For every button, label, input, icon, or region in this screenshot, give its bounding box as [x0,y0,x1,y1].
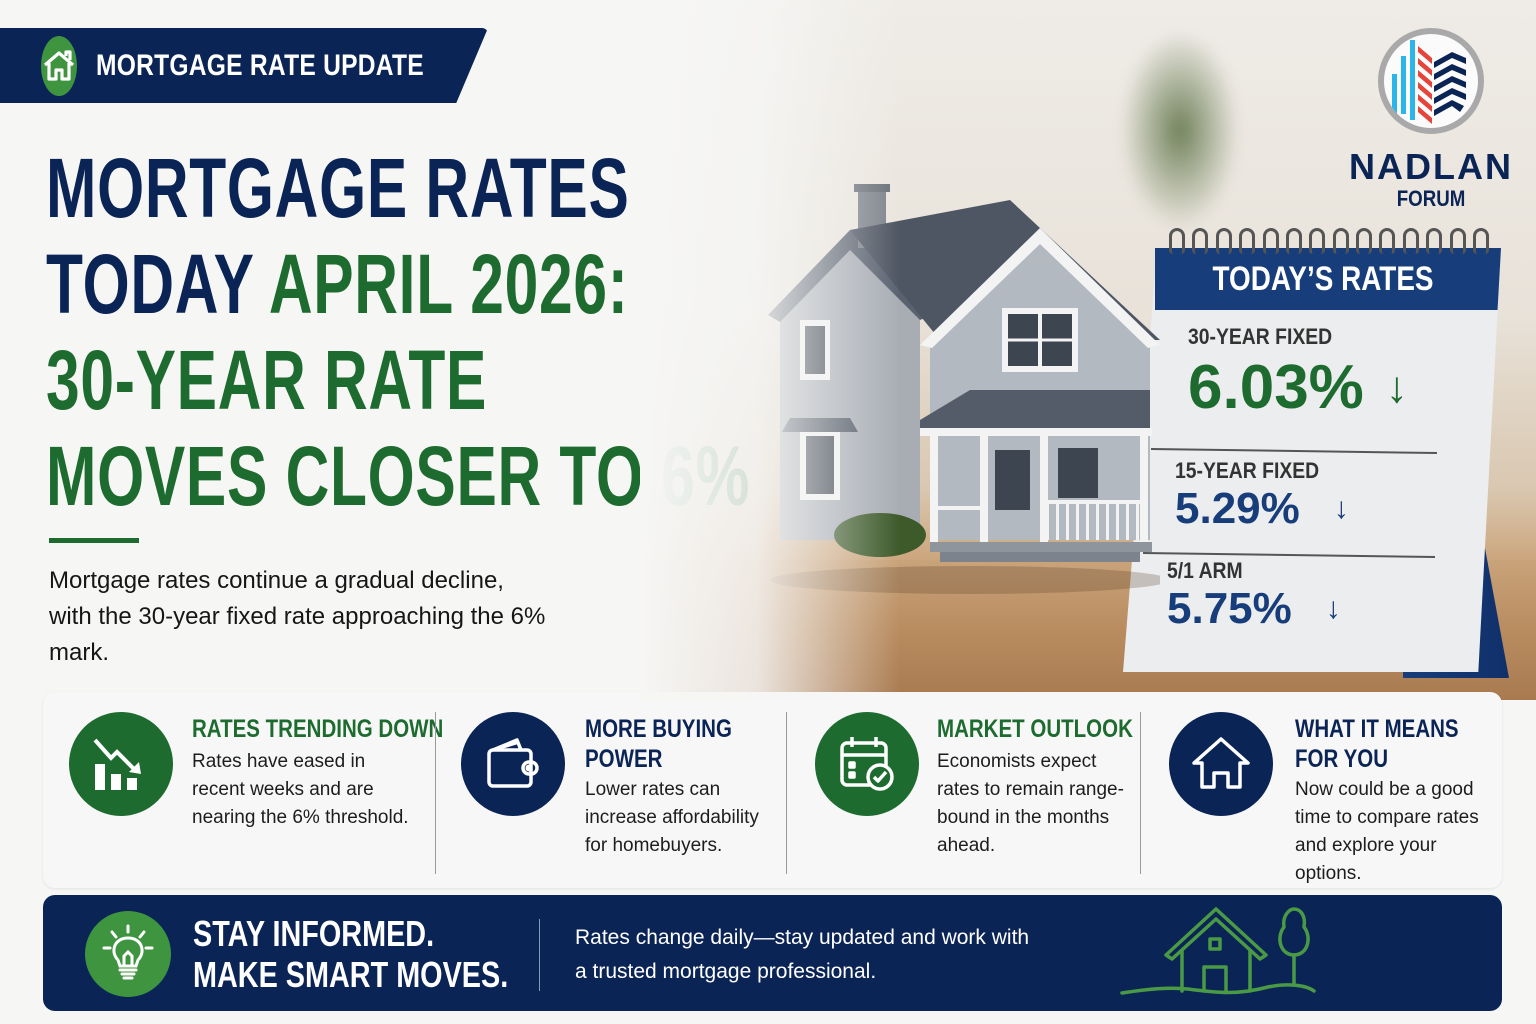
info-card-title: WHAT IT MEANS FOR YOU [1295,714,1459,774]
rate-value: 5.29% ↓ [1175,484,1349,534]
nadlan-forum-logo: NADLAN FORUM [1336,28,1526,212]
info-card-title: MARKET OUTLOOK [937,714,1133,744]
info-card-more-buying-power: MORE BUYING POWER Lower rates can increa… [436,692,786,888]
title-line: FOR YOU [1295,745,1389,773]
logo-name: NADLAN [1349,146,1513,187]
banner-label: MORTGAGE RATE UPDATE [96,48,424,82]
info-card-body: Rates have eased in recent weeks and are… [192,751,409,828]
rate-5-1-arm: 5/1 ARM 5.75% ↓ [1167,558,1341,634]
trending-down-chart-icon [69,712,173,816]
headline-today: TODAY [46,237,269,331]
logo-subtitle: FORUM [1396,186,1466,211]
rate-number: 6.03% [1188,353,1364,422]
footer-text: Rates change daily—stay updated and work… [575,926,1030,983]
arrow-down-icon: ↓ [1325,592,1341,625]
wallet-icon [461,712,565,816]
title-line: MORE BUYING [585,715,732,743]
info-card-what-it-means: WHAT IT MEANS FOR YOU Now could be a goo… [1141,692,1502,888]
calendar-page [1123,248,1501,672]
headline-date: APRIL 2026: [268,237,629,331]
home-icon [1169,712,1273,816]
info-card-title: RATES TRENDING DOWN [192,714,443,744]
title-line: RATES TRENDING DOWN [192,715,444,743]
arrow-down-icon: ↓ [1333,492,1349,525]
rate-value: 5.75% ↓ [1167,584,1341,634]
house-icon [41,35,77,96]
info-card-rates-trending-down: RATES TRENDING DOWN Rates have eased in … [43,692,443,888]
rate-number: 5.75% [1167,584,1292,633]
info-card-body: Now could be a good time to compare rate… [1295,779,1479,884]
calendar-title: TODAY’S RATES [1212,260,1434,298]
accent-divider [49,538,139,543]
card-divider [435,712,436,874]
blurred-plant [1120,30,1240,230]
footer-divider [539,919,540,991]
rate-value: 6.03% ↓ [1188,352,1408,423]
footer-headline-line-1: STAY INFORMED. [193,913,435,954]
title-line: POWER [585,745,663,773]
rate-15-year-fixed: 15-YEAR FIXED 5.29% ↓ [1175,458,1349,534]
building-chart-logo-icon [1378,28,1484,134]
title-line: WHAT IT MEANS [1295,715,1459,743]
card-divider [786,712,787,874]
arrow-down-icon: ↓ [1385,362,1408,412]
rate-number: 5.29% [1175,484,1300,533]
house-tree-outline-icon [1118,903,1318,999]
footer-headline: STAY INFORMED. MAKE SMART MOVES. [193,913,508,995]
rate-30-year-fixed: 30-YEAR FIXED 6.03% ↓ [1188,324,1408,423]
spiral-binding [1169,228,1489,258]
info-cards-panel: RATES TRENDING DOWN Rates have eased in … [43,692,1502,888]
headline-line-3: 30-YEAR RATE [46,333,488,427]
headline-line-4: MOVES CLOSER TO 6% [46,429,751,523]
lightbulb-icon [85,911,171,997]
page-title: MORTGAGE RATES TODAY APRIL 2026: 30-YEAR… [46,140,751,524]
info-card-title: MORE BUYING POWER [585,714,732,774]
info-card-body: Economists expect rates to remain range-… [937,751,1124,856]
stay-informed-footer: STAY INFORMED. MAKE SMART MOVES. Rates c… [43,895,1502,1011]
info-card-market-outlook: MARKET OUTLOOK Economists expect rates t… [787,692,1140,888]
title-line: MARKET OUTLOOK [937,715,1133,743]
rate-label: 30-YEAR FIXED [1188,324,1333,349]
headline-line-1: MORTGAGE RATES [46,141,630,235]
subtitle: Mortgage rates continue a gradual declin… [49,567,546,666]
rate-label: 15-YEAR FIXED [1175,458,1320,483]
footer-headline-line-2: MAKE SMART MOVES. [193,954,509,995]
headline-line-2: TODAY APRIL 2026: [46,236,628,332]
info-card-body: Lower rates can increase affordability f… [585,779,759,856]
rate-label: 5/1 ARM [1167,558,1243,583]
mortgage-rate-update-banner: MORTGAGE RATE UPDATE [0,28,488,103]
calendar-header [1155,248,1501,310]
calendar-check-icon [815,712,919,816]
todays-rates-calendar: TODAY’S RATES 30-YEAR FIXED 6.03% ↓ 15-Y… [1123,228,1509,678]
card-divider [1140,712,1141,874]
